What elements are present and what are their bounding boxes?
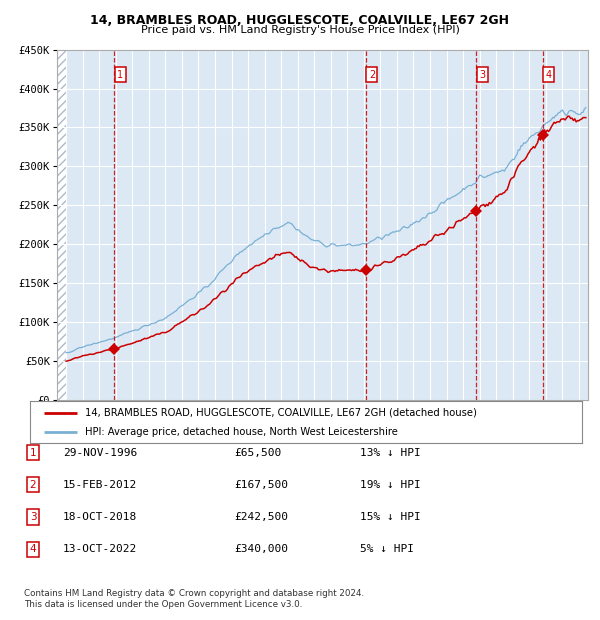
Text: 19% ↓ HPI: 19% ↓ HPI: [360, 480, 421, 490]
Text: 13% ↓ HPI: 13% ↓ HPI: [360, 448, 421, 458]
Text: 15% ↓ HPI: 15% ↓ HPI: [360, 512, 421, 522]
Text: Price paid vs. HM Land Registry's House Price Index (HPI): Price paid vs. HM Land Registry's House …: [140, 25, 460, 35]
Text: 1: 1: [118, 69, 124, 79]
Text: 3: 3: [29, 512, 37, 522]
Text: 13-OCT-2022: 13-OCT-2022: [63, 544, 137, 554]
Text: 5% ↓ HPI: 5% ↓ HPI: [360, 544, 414, 554]
Text: Contains HM Land Registry data © Crown copyright and database right 2024.
This d: Contains HM Land Registry data © Crown c…: [24, 590, 364, 609]
Text: 15-FEB-2012: 15-FEB-2012: [63, 480, 137, 490]
Text: HPI: Average price, detached house, North West Leicestershire: HPI: Average price, detached house, Nort…: [85, 427, 398, 437]
Text: 2: 2: [369, 69, 375, 79]
Text: 14, BRAMBLES ROAD, HUGGLESCOTE, COALVILLE, LE67 2GH: 14, BRAMBLES ROAD, HUGGLESCOTE, COALVILL…: [91, 14, 509, 27]
Text: 3: 3: [479, 69, 486, 79]
Text: £65,500: £65,500: [234, 448, 281, 458]
Text: 29-NOV-1996: 29-NOV-1996: [63, 448, 137, 458]
Text: 4: 4: [546, 69, 552, 79]
Text: 18-OCT-2018: 18-OCT-2018: [63, 512, 137, 522]
Text: 14, BRAMBLES ROAD, HUGGLESCOTE, COALVILLE, LE67 2GH (detached house): 14, BRAMBLES ROAD, HUGGLESCOTE, COALVILL…: [85, 407, 477, 417]
Text: £167,500: £167,500: [234, 480, 288, 490]
Text: £340,000: £340,000: [234, 544, 288, 554]
Text: 4: 4: [29, 544, 37, 554]
Text: £242,500: £242,500: [234, 512, 288, 522]
Text: 1: 1: [29, 448, 37, 458]
Text: 2: 2: [29, 480, 37, 490]
